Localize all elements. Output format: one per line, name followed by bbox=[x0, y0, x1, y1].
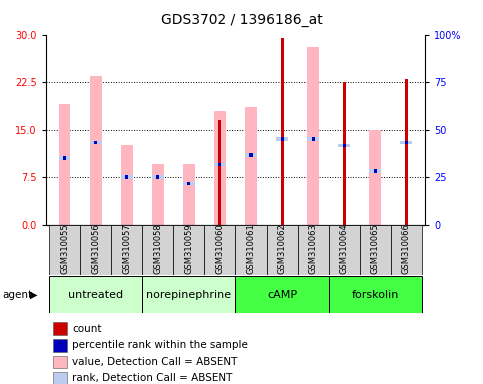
Bar bbox=[54, 339, 67, 351]
Bar bbox=[245, 108, 257, 225]
Text: GSM310061: GSM310061 bbox=[246, 223, 256, 275]
Bar bbox=[54, 323, 67, 335]
Text: GSM310066: GSM310066 bbox=[402, 223, 411, 275]
Text: norepinephrine: norepinephrine bbox=[146, 290, 231, 300]
Bar bbox=[338, 144, 350, 147]
Bar bbox=[281, 38, 284, 225]
Bar bbox=[281, 137, 284, 141]
Text: GDS3702 / 1396186_at: GDS3702 / 1396186_at bbox=[161, 13, 322, 27]
Bar bbox=[329, 225, 360, 275]
Bar bbox=[94, 141, 97, 144]
Text: cAMP: cAMP bbox=[267, 290, 297, 300]
Text: GSM310060: GSM310060 bbox=[215, 223, 225, 275]
Bar bbox=[49, 225, 80, 275]
Bar bbox=[173, 225, 204, 275]
Bar bbox=[90, 141, 101, 144]
Bar bbox=[183, 182, 195, 185]
Bar bbox=[58, 104, 71, 225]
Bar bbox=[329, 276, 422, 313]
Bar bbox=[187, 182, 190, 185]
Bar bbox=[369, 169, 381, 172]
Bar bbox=[204, 225, 236, 275]
Bar bbox=[342, 82, 346, 225]
Text: GSM310063: GSM310063 bbox=[309, 223, 318, 275]
Bar bbox=[152, 175, 164, 179]
Text: rank, Detection Call = ABSENT: rank, Detection Call = ABSENT bbox=[72, 374, 233, 384]
Text: forskolin: forskolin bbox=[352, 290, 399, 300]
Text: untreated: untreated bbox=[68, 290, 123, 300]
Text: agent: agent bbox=[2, 290, 32, 300]
Bar bbox=[405, 141, 408, 144]
Text: GSM310056: GSM310056 bbox=[91, 223, 100, 275]
Bar bbox=[152, 164, 164, 225]
Bar bbox=[183, 164, 195, 225]
Text: GSM310055: GSM310055 bbox=[60, 224, 69, 274]
Bar bbox=[218, 163, 222, 166]
Bar bbox=[374, 169, 377, 172]
Bar bbox=[307, 47, 319, 225]
Bar bbox=[307, 137, 319, 141]
Bar bbox=[49, 276, 142, 313]
Bar bbox=[236, 276, 329, 313]
Bar bbox=[121, 175, 133, 179]
Text: ▶: ▶ bbox=[30, 290, 38, 300]
Bar bbox=[54, 356, 67, 368]
Text: count: count bbox=[72, 324, 102, 334]
Bar bbox=[142, 225, 173, 275]
Bar bbox=[267, 225, 298, 275]
Bar bbox=[54, 372, 67, 384]
Bar bbox=[156, 175, 159, 179]
Bar bbox=[405, 79, 408, 225]
Bar bbox=[142, 276, 236, 313]
Text: percentile rank within the sample: percentile rank within the sample bbox=[72, 340, 248, 350]
Bar bbox=[90, 76, 101, 225]
Bar bbox=[121, 146, 133, 225]
Bar bbox=[400, 141, 412, 144]
Bar bbox=[80, 225, 111, 275]
Bar bbox=[236, 225, 267, 275]
Text: value, Detection Call = ABSENT: value, Detection Call = ABSENT bbox=[72, 357, 238, 367]
Text: GSM310064: GSM310064 bbox=[340, 223, 349, 275]
Text: GSM310062: GSM310062 bbox=[278, 223, 286, 275]
Bar bbox=[276, 137, 288, 141]
Bar bbox=[125, 175, 128, 179]
Bar bbox=[63, 156, 66, 160]
Bar bbox=[369, 130, 381, 225]
Bar bbox=[111, 225, 142, 275]
Bar bbox=[249, 153, 253, 157]
Text: GSM310065: GSM310065 bbox=[371, 223, 380, 275]
Bar bbox=[312, 137, 315, 141]
Bar bbox=[214, 163, 226, 166]
Bar bbox=[342, 144, 346, 147]
Bar bbox=[245, 153, 257, 157]
Text: GSM310058: GSM310058 bbox=[153, 223, 162, 275]
Text: GSM310059: GSM310059 bbox=[185, 224, 193, 274]
Bar bbox=[58, 156, 71, 160]
Bar bbox=[214, 111, 226, 225]
Bar bbox=[391, 225, 422, 275]
Bar bbox=[298, 225, 329, 275]
Bar bbox=[360, 225, 391, 275]
Bar bbox=[218, 120, 222, 225]
Text: GSM310057: GSM310057 bbox=[122, 223, 131, 275]
